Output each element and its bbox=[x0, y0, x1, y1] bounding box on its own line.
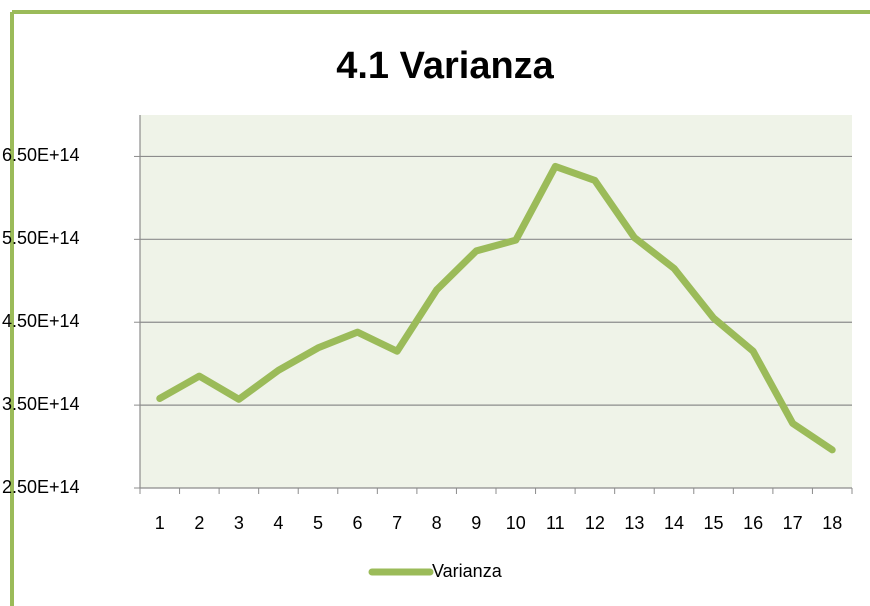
x-tick-label: 6 bbox=[353, 513, 363, 533]
y-tick-label: 4.50E+14 bbox=[2, 311, 80, 331]
x-tick-label: 7 bbox=[392, 513, 402, 533]
y-tick-label: 3.50E+14 bbox=[2, 394, 80, 414]
plot-area bbox=[140, 115, 852, 488]
y-tick-label: 5.50E+14 bbox=[2, 228, 80, 248]
x-tick-label: 9 bbox=[471, 513, 481, 533]
x-tick-label: 3 bbox=[234, 513, 244, 533]
x-tick-label: 2 bbox=[194, 513, 204, 533]
x-tick-label: 5 bbox=[313, 513, 323, 533]
x-tick-label: 1 bbox=[155, 513, 165, 533]
x-tick-label: 17 bbox=[783, 513, 803, 533]
x-tick-label: 16 bbox=[743, 513, 763, 533]
legend-label: Varianza bbox=[432, 561, 503, 581]
x-tick-label: 8 bbox=[432, 513, 442, 533]
y-tick-label: 2.50E+14 bbox=[2, 477, 80, 497]
x-tick-label: 10 bbox=[506, 513, 526, 533]
x-tick-label: 18 bbox=[822, 513, 842, 533]
chart-title: 4.1 Varianza bbox=[336, 45, 554, 87]
x-tick-label: 11 bbox=[546, 513, 565, 533]
y-tick-label: 6.50E+14 bbox=[2, 145, 80, 165]
data-line bbox=[156, 162, 836, 454]
x-tick-label: 15 bbox=[704, 513, 724, 533]
x-tick-label: 12 bbox=[585, 513, 605, 533]
x-tick-label: 14 bbox=[664, 513, 684, 533]
x-tick-label: 13 bbox=[624, 513, 644, 533]
x-tick-label: 4 bbox=[273, 513, 283, 533]
